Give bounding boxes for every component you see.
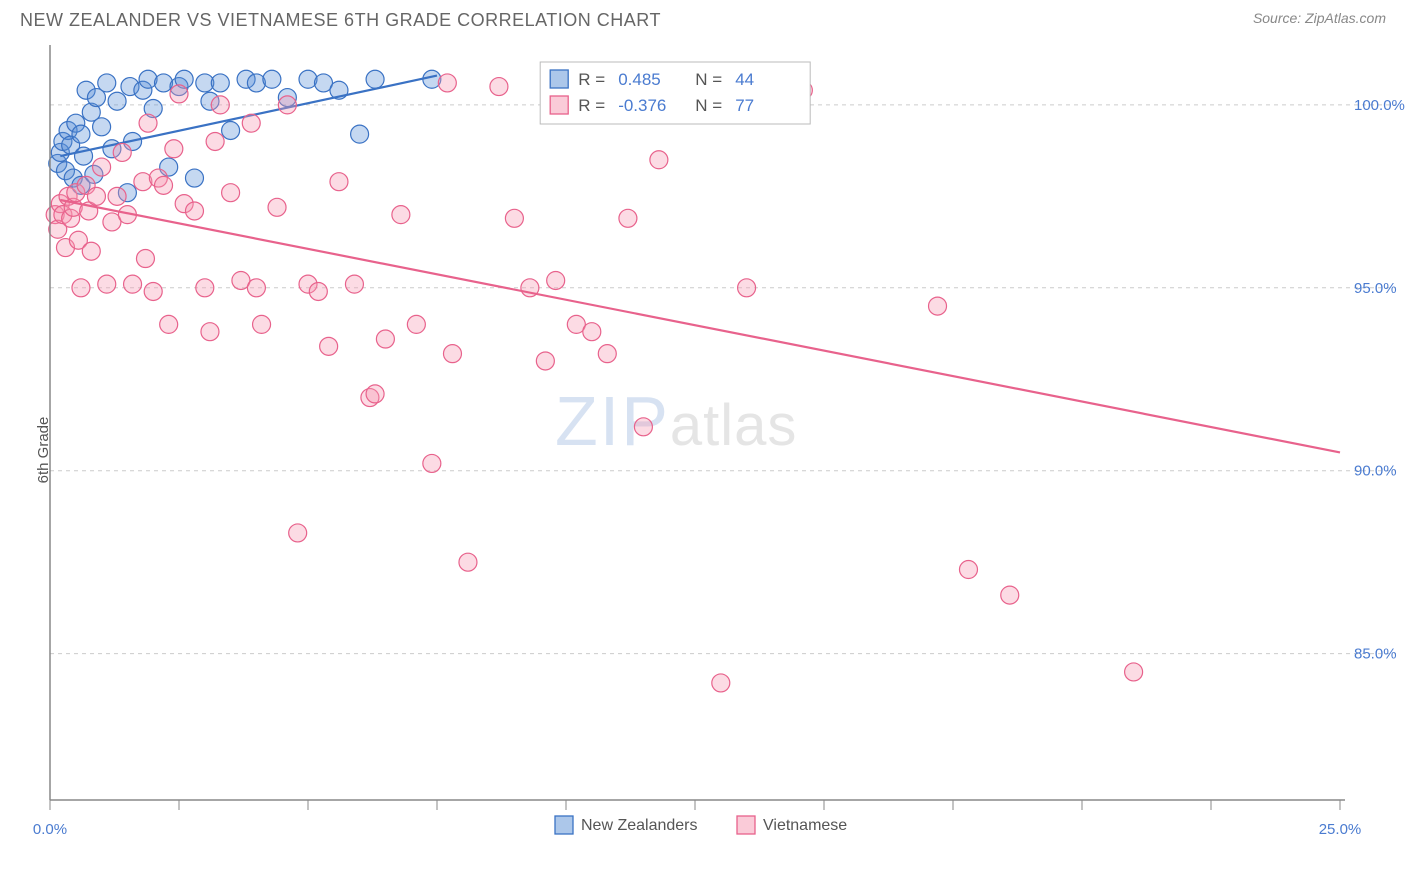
data-point <box>185 169 203 187</box>
data-point <box>144 282 162 300</box>
data-point <box>438 74 456 92</box>
data-point <box>160 315 178 333</box>
chart-area: 6th Grade ZIPatlas 0.0% 25.0% 85.0% 90.0% 95.… <box>0 40 1406 860</box>
x-tick-label: 0.0% <box>33 821 67 838</box>
data-point <box>170 85 188 103</box>
data-point <box>108 92 126 110</box>
data-point <box>536 352 554 370</box>
data-point <box>392 206 410 224</box>
data-point <box>278 96 296 114</box>
data-point <box>113 143 131 161</box>
legend-r-value: -0.376 <box>618 96 666 115</box>
data-point <box>583 323 601 341</box>
data-point <box>443 345 461 363</box>
data-point <box>93 158 111 176</box>
data-point <box>459 553 477 571</box>
data-point <box>619 209 637 227</box>
data-point <box>738 279 756 297</box>
legend-swatch <box>555 816 573 834</box>
y-tick-label: 95.0% <box>1354 280 1397 297</box>
legend-r-label: R = <box>578 96 605 115</box>
data-point <box>242 114 260 132</box>
data-point <box>366 385 384 403</box>
legend-swatch <box>550 96 568 114</box>
data-point <box>598 345 616 363</box>
data-point <box>185 202 203 220</box>
data-point <box>351 125 369 143</box>
data-point <box>505 209 523 227</box>
data-point <box>407 315 425 333</box>
legend-n-value: 44 <box>735 70 754 89</box>
source-label: Source: ZipAtlas.com <box>1253 10 1386 26</box>
legend-r-label: R = <box>578 70 605 89</box>
y-tick-label: 100.0% <box>1354 97 1405 114</box>
data-point <box>72 125 90 143</box>
data-point <box>124 275 142 293</box>
data-point <box>376 330 394 348</box>
y-tick-label: 85.0% <box>1354 646 1397 663</box>
data-point <box>650 151 668 169</box>
data-point <box>108 187 126 205</box>
data-point <box>247 279 265 297</box>
data-point <box>139 114 157 132</box>
data-point <box>320 337 338 355</box>
data-point <box>136 250 154 268</box>
data-point <box>201 323 219 341</box>
data-point <box>366 70 384 88</box>
data-point <box>929 297 947 315</box>
data-point <box>72 279 90 297</box>
data-point <box>98 74 116 92</box>
data-point <box>309 282 327 300</box>
data-point <box>490 78 508 96</box>
data-point <box>155 176 173 194</box>
data-point <box>82 242 100 260</box>
legend-series-label: New Zealanders <box>581 817 698 834</box>
data-point <box>222 121 240 139</box>
data-point <box>547 271 565 289</box>
data-point <box>211 74 229 92</box>
data-point <box>196 279 214 297</box>
data-point <box>93 118 111 136</box>
y-axis-label: 6th Grade <box>35 417 52 484</box>
legend-series-label: Vietnamese <box>763 817 847 834</box>
data-point <box>222 184 240 202</box>
legend-r-value: 0.485 <box>618 70 661 89</box>
legend-n-label: N = <box>695 70 722 89</box>
chart-title: NEW ZEALANDER VS VIETNAMESE 6TH GRADE CO… <box>20 10 661 31</box>
data-point <box>1001 586 1019 604</box>
data-point <box>206 132 224 150</box>
data-point <box>263 70 281 88</box>
data-point <box>268 198 286 216</box>
data-point <box>712 674 730 692</box>
data-point <box>330 173 348 191</box>
data-point <box>211 96 229 114</box>
data-point <box>634 418 652 436</box>
x-tick-label: 25.0% <box>1319 821 1362 838</box>
data-point <box>289 524 307 542</box>
scatter-plot: ZIPatlas 0.0% 25.0% 85.0% 90.0% 95.0% 100.0% R … <box>0 40 1406 860</box>
data-point <box>253 315 271 333</box>
legend-swatch <box>550 70 568 88</box>
data-point <box>165 140 183 158</box>
data-point <box>1125 663 1143 681</box>
legend-swatch <box>737 816 755 834</box>
svg-text:ZIPatlas: ZIPatlas <box>555 382 797 460</box>
data-point <box>87 187 105 205</box>
legend-n-label: N = <box>695 96 722 115</box>
data-point <box>345 275 363 293</box>
chart-header: NEW ZEALANDER VS VIETNAMESE 6TH GRADE CO… <box>0 0 1406 31</box>
y-tick-label: 90.0% <box>1354 463 1397 480</box>
data-point <box>98 275 116 293</box>
data-point <box>959 561 977 579</box>
data-point <box>423 454 441 472</box>
legend-n-value: 77 <box>735 96 754 115</box>
